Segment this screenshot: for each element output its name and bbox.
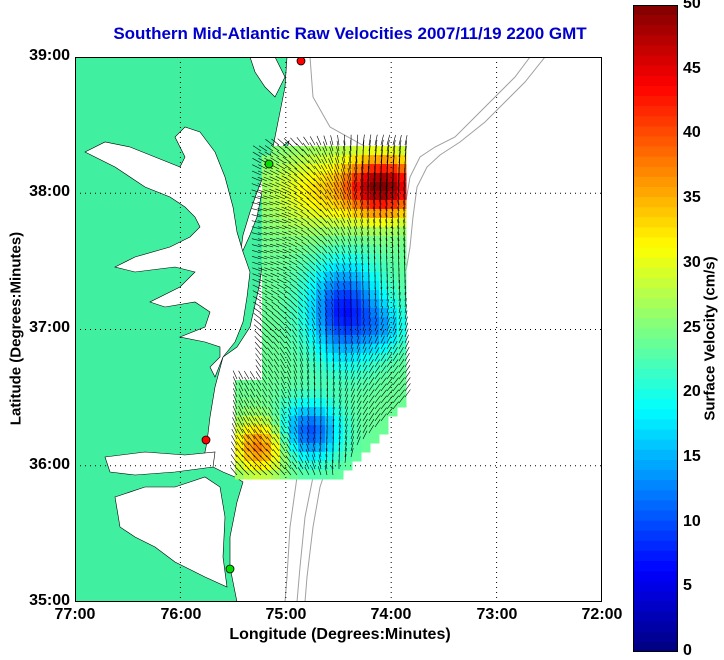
x-tick-label: 72:00 (562, 606, 642, 624)
colorbar-tick-label: 5 (683, 577, 719, 595)
station-marker (297, 57, 305, 65)
station-marker (226, 565, 234, 573)
colorbar-tick-label: 50 (683, 0, 719, 13)
y-tick-label: 38:00 (20, 183, 70, 201)
colorbar-tick-label: 35 (683, 189, 719, 207)
y-tick-label: 39:00 (20, 47, 70, 65)
colorbar-tick-label: 45 (683, 60, 719, 78)
x-tick-label: 73:00 (457, 606, 537, 624)
x-tick-label: 74:00 (351, 606, 431, 624)
colorbar (633, 5, 678, 652)
station-marker (202, 436, 210, 444)
y-tick-label: 36:00 (20, 456, 70, 474)
y-axis-label: Latitude (Degrees:Minutes) (8, 209, 25, 449)
x-tick-label: 77:00 (35, 606, 115, 624)
y-tick-label: 37:00 (20, 319, 70, 337)
x-axis-label: Longitude (Degrees:Minutes) (100, 626, 580, 644)
colorbar-tick-label: 40 (683, 124, 719, 142)
map-plot (75, 57, 602, 602)
colorbar-label: Surface Velocity (cm/s) (702, 219, 719, 459)
x-tick-label: 75:00 (246, 606, 326, 624)
x-tick-label: 76:00 (141, 606, 221, 624)
station-marker (265, 160, 273, 168)
map-title: Southern Mid-Atlantic Raw Velocities 200… (60, 24, 640, 44)
colorbar-tick-label: 0 (683, 642, 719, 660)
colorbar-tick-label: 10 (683, 513, 719, 531)
